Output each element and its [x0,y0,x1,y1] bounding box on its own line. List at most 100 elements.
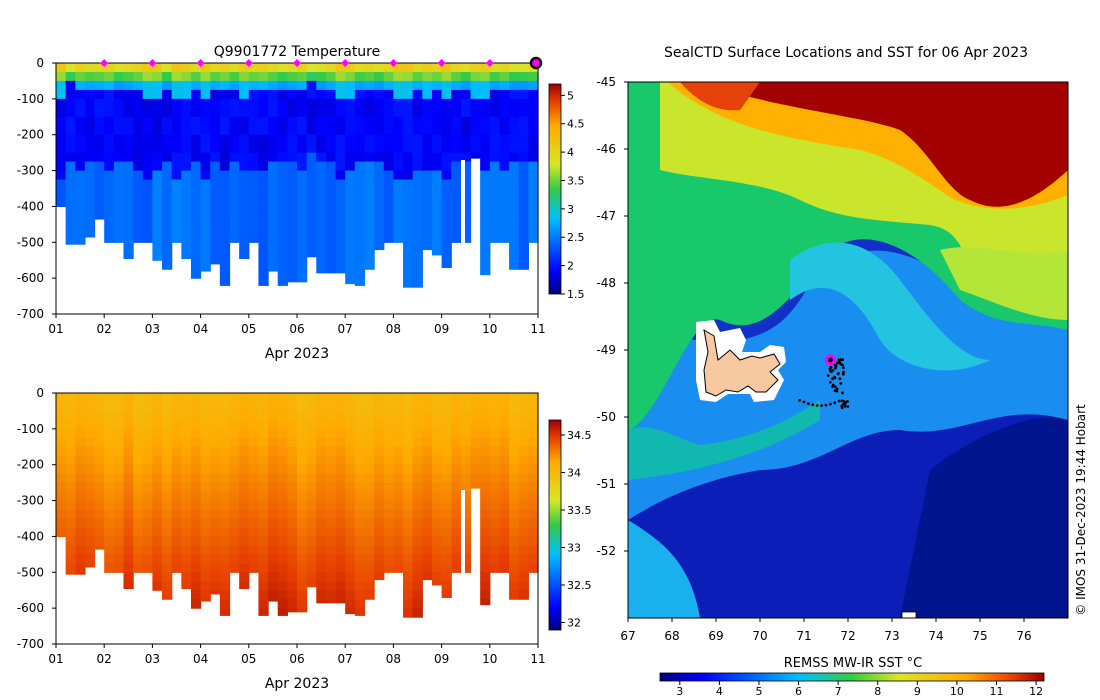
temperature-cell [499,63,510,73]
temperature-cell [162,224,173,234]
temperature-cell [84,197,96,208]
profile-marker [244,59,253,67]
temperature-cell [152,107,163,118]
temperature-cell [451,80,462,91]
temperature-cell [239,63,250,73]
temperature-cell [528,143,539,154]
temperature-cell [277,161,288,172]
salinity-cell [460,428,472,439]
salinity-cell [210,455,221,466]
temperature-cell [287,89,298,100]
temperature-cell [229,161,240,172]
temperature-cell [412,134,423,145]
temperature-cell [239,215,250,225]
track-point [844,401,848,404]
salinity-cell [297,455,308,466]
salinity-cell [65,563,76,573]
salinity-cell [441,500,452,511]
salinity-cell [383,527,394,538]
temperature-cell [403,251,414,261]
temperature-cell [94,206,105,216]
temperature-cell [441,116,452,127]
salinity-cell [162,393,173,403]
salinity-cell [364,437,375,448]
salinity-cell [210,491,221,502]
salinity-cell [431,437,443,448]
salinity-cell [528,536,539,546]
salinity-cell [316,563,327,573]
temperature-cell [489,134,501,145]
temperature-cell [393,107,404,118]
temperature-cell [345,143,356,154]
salinity-cell [229,554,240,564]
salinity-cell [229,464,240,475]
temperature-cell [393,125,404,136]
salinity-cell [528,419,539,430]
temperature-cell [248,197,260,208]
salinity-cell [200,545,211,555]
temperature-cell [277,107,288,118]
temperature-cell [268,80,279,91]
temperature-cell [142,170,153,181]
temperature-cell [162,179,173,190]
salinity-cell [104,509,115,520]
temperature-cell [345,161,356,172]
salinity-cell [65,527,76,538]
temperature-cell [287,143,298,154]
temperature-cell [460,143,472,154]
track-point [833,375,836,379]
temperature-cell [393,89,404,100]
temperature-cell [277,188,288,199]
salinity-cell [268,572,279,582]
temperature-cell [374,143,385,154]
salinity-cell [489,491,501,502]
temperature-cell [403,80,414,91]
temperature-cell [248,143,260,154]
salinity-cell [345,545,356,555]
temperature-cell [94,116,105,127]
salinity-cell [142,455,153,466]
salinity-cell [412,419,423,430]
salinity-cell [297,518,308,529]
temperature-cell [374,80,385,91]
temperature-cell [210,251,221,261]
temperature-gap [461,160,465,314]
temperature-cell [518,206,529,216]
salinity-cell [248,428,260,439]
temperature-cell [480,161,491,172]
temperature-cell [412,188,423,199]
temperature-cell [142,98,153,109]
salinity-cell [162,455,173,466]
salinity-cell [94,401,105,412]
temperature-cell [75,233,86,243]
salinity-cell [200,536,211,546]
salinity-cell [56,527,67,538]
temperature-cell [210,63,221,73]
track-point [841,363,844,367]
salinity-cell [393,536,404,546]
temperature-cell [489,98,501,109]
colorbar-tick-label: 4 [567,146,574,159]
temperature-cell [152,179,163,190]
salinity-cell [316,518,327,529]
temperature-cell [451,206,462,216]
temperature-cell [335,152,346,163]
temperature-cell [142,161,153,172]
temperature-cell [171,161,182,172]
salinity-cell [248,482,260,493]
temperature-cell [528,125,539,136]
salinity-cell [258,509,269,520]
salinity-cell [499,410,510,421]
temperature-cell [277,71,288,82]
temperature-cell [499,197,510,208]
salinity-cell [335,509,346,520]
temperature-cell [403,143,414,154]
salinity-cell [403,599,414,609]
temperature-cell [441,260,452,268]
salinity-cell [441,437,452,448]
track-point [837,399,841,403]
salinity-cell [393,563,404,573]
salinity-cell [123,393,134,403]
salinity-cell [94,491,105,502]
track-point [839,382,843,385]
